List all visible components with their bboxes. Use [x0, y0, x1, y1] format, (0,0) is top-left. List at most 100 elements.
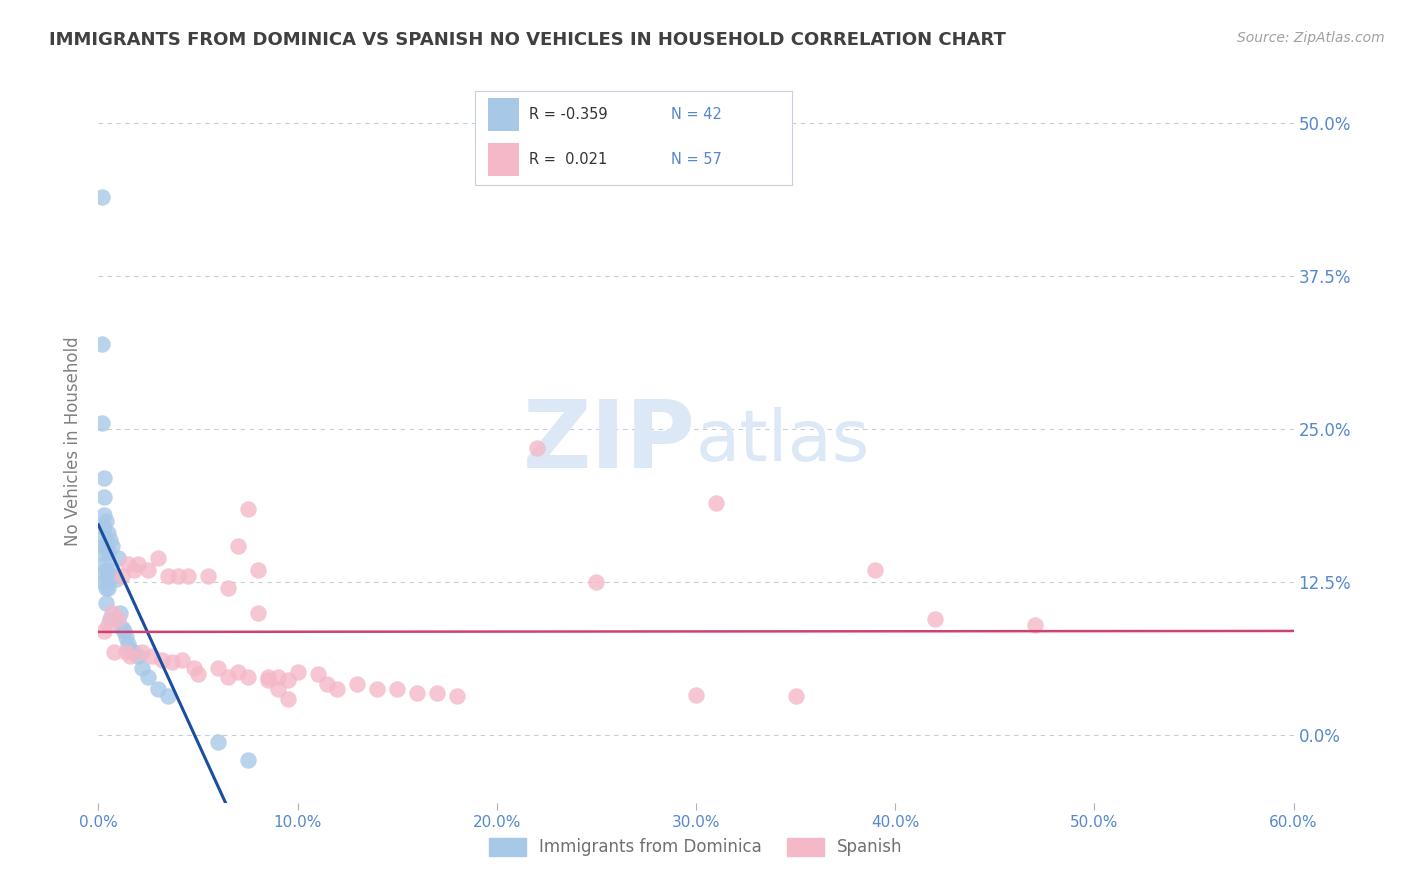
Point: [93, 624, 115, 639]
Point: [226, 539, 249, 553]
Point: [96, 596, 118, 610]
Point: [93, 530, 115, 544]
Point: [98, 533, 122, 547]
Point: [704, 496, 727, 510]
Point: [93, 547, 115, 561]
Text: IMMIGRANTS FROM DOMINICA VS SPANISH NO VEHICLES IN HOUSEHOLD CORRELATION CHART: IMMIGRANTS FROM DOMINICA VS SPANISH NO V…: [49, 31, 1007, 49]
Point: [197, 569, 219, 583]
Point: [111, 621, 134, 635]
Point: [91, 416, 114, 430]
Y-axis label: No Vehicles in Household: No Vehicles in Household: [65, 336, 83, 547]
Point: [172, 652, 194, 666]
Point: [183, 661, 205, 675]
Point: [157, 569, 180, 583]
Point: [865, 563, 887, 577]
Point: [117, 557, 139, 571]
Legend: Immigrants from Dominica, Spanish: Immigrants from Dominica, Spanish: [482, 831, 910, 863]
Point: [526, 441, 548, 455]
Point: [277, 673, 299, 688]
Point: [107, 612, 129, 626]
Point: [93, 520, 115, 534]
Point: [446, 690, 468, 704]
Point: [112, 624, 135, 639]
Point: [924, 612, 946, 626]
Point: [136, 670, 159, 684]
Point: [1024, 618, 1046, 632]
Point: [157, 690, 180, 704]
Point: [246, 563, 269, 577]
Point: [98, 612, 122, 626]
Point: [93, 539, 115, 553]
Point: [93, 575, 115, 590]
Point: [256, 670, 278, 684]
Point: [148, 550, 170, 565]
Point: [111, 569, 134, 583]
Point: [93, 557, 115, 571]
Point: [93, 490, 115, 504]
Point: [207, 734, 229, 748]
Point: [91, 336, 114, 351]
Point: [105, 572, 128, 586]
Point: [167, 569, 190, 583]
Point: [103, 645, 125, 659]
Point: [316, 677, 339, 691]
Point: [107, 550, 129, 565]
Point: [131, 645, 153, 659]
Point: [406, 685, 429, 699]
Point: [96, 582, 118, 596]
Point: [366, 681, 388, 696]
Point: [267, 681, 290, 696]
Point: [236, 670, 259, 684]
Point: [277, 691, 299, 706]
Point: [97, 526, 120, 541]
Point: [93, 566, 115, 581]
Point: [346, 677, 368, 691]
Point: [256, 673, 278, 688]
Point: [97, 582, 120, 596]
Point: [585, 575, 607, 590]
Point: [103, 569, 125, 583]
Point: [246, 606, 269, 620]
Point: [131, 661, 153, 675]
Point: [785, 690, 807, 704]
Point: [115, 631, 138, 645]
Point: [115, 645, 138, 659]
Point: [685, 688, 707, 702]
Point: [150, 652, 173, 666]
Point: [93, 471, 115, 485]
Point: [187, 667, 209, 681]
Point: [101, 539, 124, 553]
Point: [267, 670, 290, 684]
Point: [141, 648, 163, 663]
Point: [127, 648, 149, 663]
Point: [96, 539, 118, 553]
Point: [207, 661, 229, 675]
Point: [124, 563, 146, 577]
Point: [101, 606, 124, 620]
Point: [177, 569, 200, 583]
Point: [96, 563, 118, 577]
Point: [287, 665, 309, 679]
Point: [97, 618, 120, 632]
Point: [97, 563, 120, 577]
Point: [326, 681, 349, 696]
Point: [127, 557, 149, 571]
Point: [117, 637, 139, 651]
Point: [120, 648, 142, 663]
Point: [217, 582, 239, 596]
Point: [110, 606, 132, 620]
Point: [217, 670, 239, 684]
Point: [97, 545, 120, 559]
Point: [426, 685, 449, 699]
Point: [136, 563, 159, 577]
Point: [236, 502, 259, 516]
Point: [236, 753, 259, 767]
Point: [93, 508, 115, 522]
Point: [148, 681, 170, 696]
Text: ZIP: ZIP: [523, 395, 696, 488]
Point: [226, 665, 249, 679]
Point: [385, 681, 409, 696]
Point: [124, 645, 146, 659]
Point: [96, 514, 118, 528]
Point: [160, 655, 183, 669]
